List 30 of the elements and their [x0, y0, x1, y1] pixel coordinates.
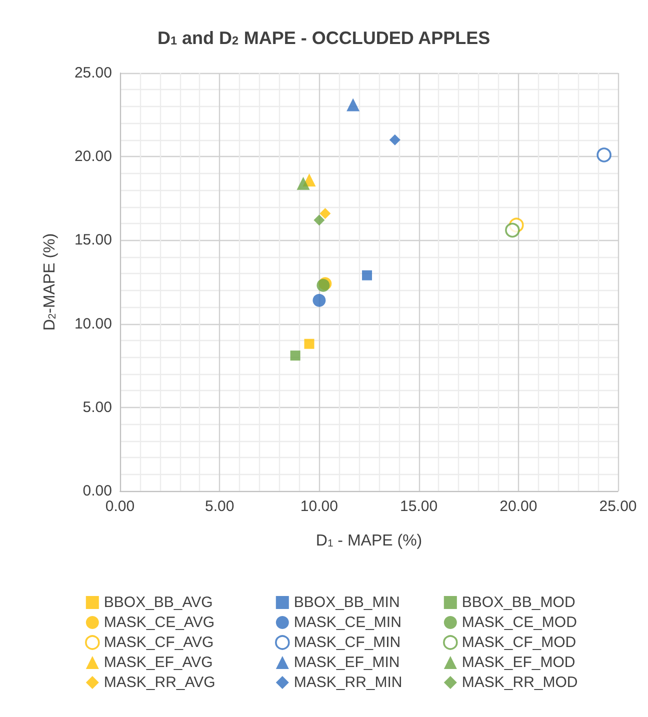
- y-axis-title: D2-MAPE (%): [42, 233, 58, 331]
- legend-label: MASK_CF_AVG: [104, 634, 214, 651]
- legend-label: MASK_RR_AVG: [104, 674, 216, 691]
- legend-label: MASK_EF_MOD: [462, 654, 576, 671]
- legend-label: MASK_CF_MIN: [294, 634, 401, 651]
- y-tick-label: 10.00: [74, 315, 112, 332]
- legend-label: MASK_EF_MIN: [294, 654, 400, 671]
- x-tick-label: 0.00: [105, 498, 135, 515]
- chart-title: D1 and D2 MAPE - OCCLUDED APPLES: [157, 28, 490, 48]
- x-tick-label: 15.00: [400, 498, 438, 515]
- y-tick-label: 20.00: [74, 148, 112, 166]
- x-tick-label: 10.00: [300, 498, 338, 515]
- legend-label: MASK_RR_MOD: [462, 674, 578, 691]
- y-tick-label: 5.00: [82, 398, 112, 416]
- x-tick-label: 5.00: [205, 498, 234, 515]
- legend-label: BBOX_BB_MOD: [462, 594, 576, 611]
- legend-label: MASK_CF_MOD: [462, 634, 576, 651]
- x-tick-label: 25.00: [599, 498, 637, 515]
- x-axis-title: D1 - MAPE (%): [316, 532, 422, 550]
- y-tick-label: 0.00: [82, 482, 112, 500]
- legend-label: MASK_CE_MIN: [294, 614, 402, 631]
- legend-label: MASK_CE_MOD: [462, 614, 578, 631]
- legend-label: MASK_CE_AVG: [104, 614, 215, 631]
- legend-label: MASK_EF_AVG: [104, 654, 213, 671]
- y-tick-label: 25.00: [74, 64, 112, 82]
- legend-label: BBOX_BB_AVG: [104, 594, 213, 611]
- legend-label: MASK_RR_MIN: [294, 674, 402, 691]
- legend-label: BBOX_BB_MIN: [294, 594, 400, 611]
- x-tick-label: 20.00: [500, 498, 538, 515]
- y-tick-label: 15.00: [74, 232, 112, 249]
